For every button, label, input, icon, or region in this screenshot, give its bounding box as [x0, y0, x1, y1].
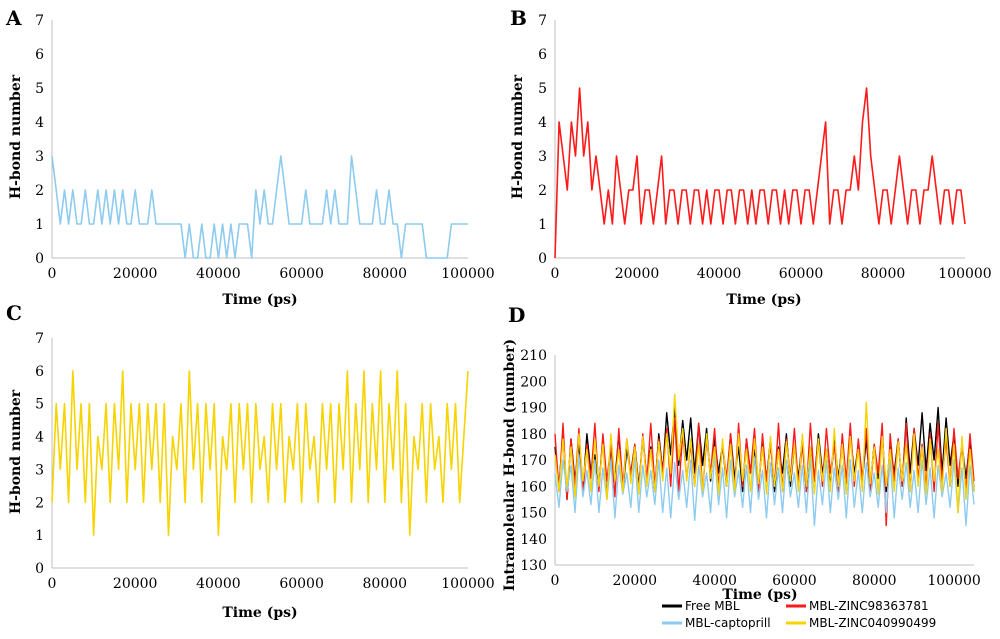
- y-tick-label-a: 7: [35, 13, 44, 29]
- x-tick-label-d: 40000: [692, 573, 737, 589]
- x-tick-label-a: 100000: [441, 266, 494, 282]
- x-tick-label-c: 20000: [113, 576, 158, 592]
- x-tick-label-b: 20000: [615, 266, 660, 282]
- plot-area-c: 0 1 2 3 4 5 6 7 0 20000 40000 60000 80000 100000: [35, 331, 495, 592]
- y-tick-label-d: 150: [520, 506, 547, 522]
- x-tick-label-d: 100000: [927, 573, 980, 589]
- x-tick-label-c: 40000: [196, 576, 241, 592]
- legend-label: MBL-ZINC98363781: [809, 599, 929, 613]
- x-tick-label-d: 0: [551, 573, 560, 589]
- panel-d: D 130 140 150 160 170 180 190 200 210 0 20000 40000…: [502, 303, 981, 630]
- x-tick-label-a: 0: [48, 266, 57, 282]
- x-tick-label-b: 0: [551, 266, 560, 282]
- panel-letter-c: C: [6, 301, 22, 325]
- y-tick-label-d: 200: [520, 374, 547, 390]
- x-tick-label-a: 60000: [279, 266, 324, 282]
- panel-a: A 0 1 2 3 4 5 6 7 0 20000 40000 60000 80000 100000 Ti…: [5, 6, 495, 308]
- panel-letter-a: A: [5, 6, 22, 30]
- y-tick-label-b: 4: [538, 115, 547, 131]
- y-axis-label-c: H-bond number: [8, 389, 24, 514]
- y-tick-label-b: 2: [538, 183, 547, 199]
- x-axis-label-a: Time (ps): [222, 292, 297, 308]
- series-line-d-2: [554, 454, 975, 527]
- y-tick-label-d: 180: [520, 427, 547, 443]
- y-axis-label-d: Intramoleular H-bond (number): [502, 339, 518, 591]
- x-tick-label-b: 60000: [779, 266, 824, 282]
- plot-area-b: 0 1 2 3 4 5 6 7 0 20000 40000 60000 80000 100000: [538, 13, 992, 282]
- y-tick-label-a: 2: [35, 183, 44, 199]
- x-tick-label-c: 100000: [441, 576, 494, 592]
- x-axis-label-d: Time (ps): [722, 587, 797, 603]
- y-tick-label-d: 190: [520, 401, 547, 417]
- panel-letter-b: B: [510, 6, 527, 30]
- series-line-a-0: [51, 155, 468, 259]
- plot-area-d: 130 140 150 160 170 180 190 200 210 0 20000 40000 60…: [520, 348, 981, 589]
- x-tick-label-a: 40000: [196, 266, 241, 282]
- series-line-d-3: [554, 393, 975, 514]
- x-tick-label-b: 80000: [861, 266, 906, 282]
- y-tick-label-a: 6: [35, 47, 44, 63]
- x-tick-label-b: 100000: [938, 266, 991, 282]
- y-tick-label-a: 3: [35, 149, 44, 165]
- legend-label: Free MBL: [685, 599, 740, 613]
- y-tick-label-c: 3: [35, 462, 44, 478]
- legend-label: MBL-ZINC040990499: [809, 616, 936, 630]
- y-tick-label-c: 7: [35, 331, 44, 347]
- y-axis-label-b: H-bond number: [510, 74, 526, 199]
- panel-c: C 0 1 2 3 4 5 6 7 0 20000 40000 60000 80000 100000 Ti…: [6, 301, 495, 621]
- y-tick-label-a: 1: [35, 217, 44, 233]
- panel-b: B 0 1 2 3 4 5 6 7 0 20000 40000 60000 80000 100000 Ti…: [510, 6, 992, 308]
- y-tick-label-c: 2: [35, 495, 44, 511]
- y-tick-label-c: 1: [35, 528, 44, 544]
- y-tick-label-c: 5: [35, 397, 44, 413]
- y-tick-label-b: 7: [538, 13, 547, 29]
- x-tick-label-d: 80000: [852, 573, 897, 589]
- y-tick-label-a: 4: [35, 115, 44, 131]
- y-tick-label-a: 0: [35, 251, 44, 267]
- x-tick-label-a: 80000: [363, 266, 408, 282]
- y-tick-label-d: 160: [520, 479, 547, 495]
- legend-label: MBL-captoprill: [685, 616, 771, 630]
- y-tick-label-a: 5: [35, 81, 44, 97]
- legend-d: Free MBL MBL-ZINC98363781 MBL-captoprill MB…: [662, 599, 936, 630]
- y-tick-label-d: 140: [520, 532, 547, 548]
- y-axis-label-a: H-bond number: [8, 74, 24, 199]
- y-tick-label-b: 1: [538, 217, 547, 233]
- x-tick-label-a: 20000: [113, 266, 158, 282]
- x-axis-label-b: Time (ps): [726, 292, 801, 308]
- y-tick-label-d: 210: [520, 348, 547, 364]
- y-tick-label-b: 5: [538, 81, 547, 97]
- x-tick-label-b: 40000: [697, 266, 742, 282]
- x-tick-label-c: 80000: [363, 576, 408, 592]
- y-tick-label-c: 4: [35, 430, 44, 446]
- x-tick-label-d: 60000: [772, 573, 817, 589]
- y-tick-label-b: 3: [538, 149, 547, 165]
- y-tick-label-d: 130: [520, 558, 547, 574]
- x-tick-label-d: 20000: [613, 573, 658, 589]
- x-tick-label-c: 0: [48, 576, 57, 592]
- y-tick-label-d: 170: [520, 453, 547, 469]
- x-tick-label-c: 60000: [279, 576, 324, 592]
- y-tick-label-b: 6: [538, 47, 547, 63]
- x-axis-label-c: Time (ps): [222, 605, 297, 621]
- y-tick-label-c: 6: [35, 364, 44, 380]
- plot-area-a: 0 1 2 3 4 5 6 7 0 20000 40000 60000 80000 100000: [35, 13, 495, 282]
- panel-letter-d: D: [508, 303, 525, 327]
- y-tick-label-b: 0: [538, 251, 547, 267]
- y-tick-label-c: 0: [35, 561, 44, 577]
- series-line-b-0: [554, 87, 966, 259]
- series-line-c-0: [51, 370, 469, 536]
